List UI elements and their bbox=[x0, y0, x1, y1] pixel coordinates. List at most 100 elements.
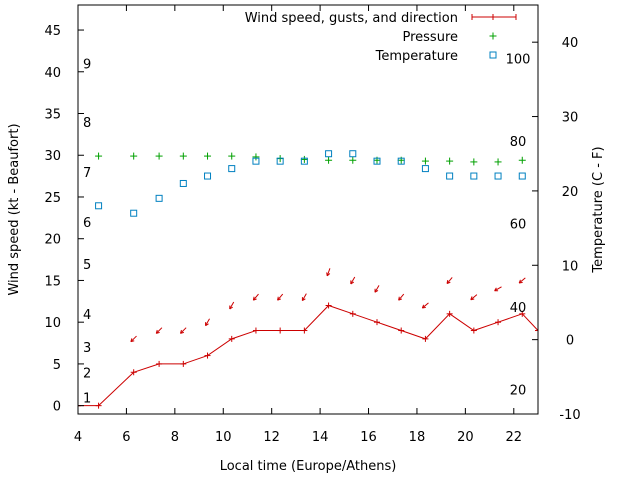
temperature-point bbox=[155, 194, 163, 202]
temperature-point bbox=[470, 172, 478, 180]
temperature-point bbox=[349, 150, 357, 158]
y-right-tick-label: 30 bbox=[562, 111, 579, 126]
y-left-tick-label: 35 bbox=[44, 108, 61, 123]
pressure-point bbox=[204, 152, 212, 160]
temperature-point bbox=[95, 202, 103, 210]
wind-direction-arrow bbox=[350, 276, 356, 285]
pressure-point bbox=[179, 152, 187, 160]
y-left-tick-label: 10 bbox=[44, 316, 61, 331]
temperature-point bbox=[421, 165, 429, 173]
wind-direction-arrow bbox=[398, 293, 405, 301]
x-tick-label: 8 bbox=[171, 430, 179, 445]
pressure-point bbox=[518, 156, 526, 164]
legend-label: Pressure bbox=[402, 30, 458, 45]
temperature-point bbox=[397, 157, 405, 165]
pressure-point bbox=[421, 157, 429, 165]
temperature-point bbox=[373, 157, 381, 165]
pressure-point bbox=[494, 158, 502, 166]
y-right-tick-label: 20 bbox=[562, 185, 579, 200]
wind-point bbox=[446, 310, 453, 317]
beaufort-label: 2 bbox=[83, 366, 91, 381]
x-tick-label: 16 bbox=[360, 430, 377, 445]
y-left-tick-label: 5 bbox=[53, 358, 61, 373]
wind-direction-arrow bbox=[155, 327, 163, 334]
temperature-point bbox=[325, 150, 333, 158]
legend-label: Temperature bbox=[375, 49, 458, 64]
pressure-point bbox=[300, 155, 308, 163]
fahrenheit-label: 20 bbox=[510, 383, 527, 398]
y-right-tick-label: 10 bbox=[562, 259, 579, 274]
temperature-point bbox=[518, 172, 526, 180]
right-y-axis-label: Temperature (C - F) bbox=[591, 146, 606, 273]
wind-direction-arrow bbox=[421, 302, 429, 309]
wind-direction-arrow bbox=[446, 277, 453, 284]
beaufort-label: 6 bbox=[83, 216, 91, 231]
y-left-tick-label: 45 bbox=[44, 24, 61, 39]
beaufort-label: 8 bbox=[83, 116, 91, 131]
temperature-point bbox=[494, 172, 502, 180]
y-right-tick-label: 0 bbox=[566, 334, 574, 349]
pressure-point bbox=[95, 152, 103, 160]
wind-point bbox=[519, 310, 526, 317]
legend-label: Wind speed, gusts, and direction bbox=[245, 11, 458, 26]
wind-direction-arrow bbox=[205, 318, 210, 327]
x-tick-label: 18 bbox=[409, 430, 426, 445]
wind-point bbox=[228, 335, 235, 342]
temperature-point bbox=[446, 172, 454, 180]
wind-point bbox=[301, 327, 308, 334]
wind-point bbox=[349, 310, 356, 317]
x-tick-label: 12 bbox=[263, 430, 280, 445]
wind-direction-arrow bbox=[470, 294, 478, 301]
temperature-point bbox=[276, 157, 284, 165]
y-left-tick-label: 40 bbox=[44, 66, 61, 81]
wind-point bbox=[422, 335, 429, 342]
fahrenheit-label: 100 bbox=[506, 53, 531, 68]
wind-direction-arrow bbox=[374, 285, 380, 293]
y-left-tick-label: 15 bbox=[44, 274, 61, 289]
wind-direction-arrow bbox=[229, 301, 235, 310]
fahrenheit-label: 60 bbox=[510, 218, 527, 233]
wind-point bbox=[156, 360, 163, 367]
wind-point bbox=[398, 327, 405, 334]
temperature-point bbox=[252, 157, 260, 165]
beaufort-label: 1 bbox=[83, 391, 91, 406]
left-y-axis-label: Wind speed (kt - Beaufort) bbox=[7, 123, 22, 295]
legend: Wind speed, gusts, and direction Pressure… bbox=[245, 11, 517, 64]
pressure-point bbox=[325, 156, 333, 164]
y-left-tick-label: 25 bbox=[44, 191, 61, 206]
wind-direction-arrow bbox=[252, 293, 259, 301]
y-left-tick-label: 0 bbox=[53, 400, 61, 415]
wind-point bbox=[95, 402, 102, 409]
temperature-point bbox=[300, 157, 308, 165]
temperature-point bbox=[204, 172, 212, 180]
x-tick-label: 22 bbox=[506, 430, 523, 445]
y-right-tick-label: 40 bbox=[562, 36, 579, 51]
fahrenheit-label: 80 bbox=[510, 135, 527, 150]
temperature-point bbox=[179, 179, 187, 187]
legend-temperature-swatch bbox=[489, 51, 497, 59]
pressure-point bbox=[155, 152, 163, 160]
pressure-point bbox=[446, 157, 454, 165]
beaufort-label: 5 bbox=[83, 258, 91, 273]
x-tick-label: 20 bbox=[457, 430, 474, 445]
wind-point bbox=[277, 327, 284, 334]
pressure-point bbox=[130, 152, 138, 160]
beaufort-label: 9 bbox=[83, 57, 91, 72]
wind-point bbox=[130, 369, 137, 376]
wind-point bbox=[535, 327, 538, 334]
beaufort-label: 4 bbox=[83, 308, 91, 323]
pressure-point bbox=[349, 156, 357, 164]
wind-point bbox=[374, 319, 380, 326]
wind-point bbox=[180, 360, 187, 367]
y-right-tick-label: -10 bbox=[559, 408, 580, 423]
wind-line bbox=[78, 304, 538, 407]
wind-direction-arrow bbox=[130, 335, 137, 343]
pressure-point bbox=[228, 152, 236, 160]
x-tick-label: 14 bbox=[312, 430, 329, 445]
plot-frame bbox=[77, 4, 539, 415]
x-tick-label: 4 bbox=[74, 430, 82, 445]
wind-direction-arrow bbox=[180, 327, 187, 334]
wind-direction-arrow bbox=[277, 293, 284, 301]
plot-area bbox=[78, 150, 538, 409]
x-axis-label: Local time (Europe/Athens) bbox=[220, 459, 397, 474]
